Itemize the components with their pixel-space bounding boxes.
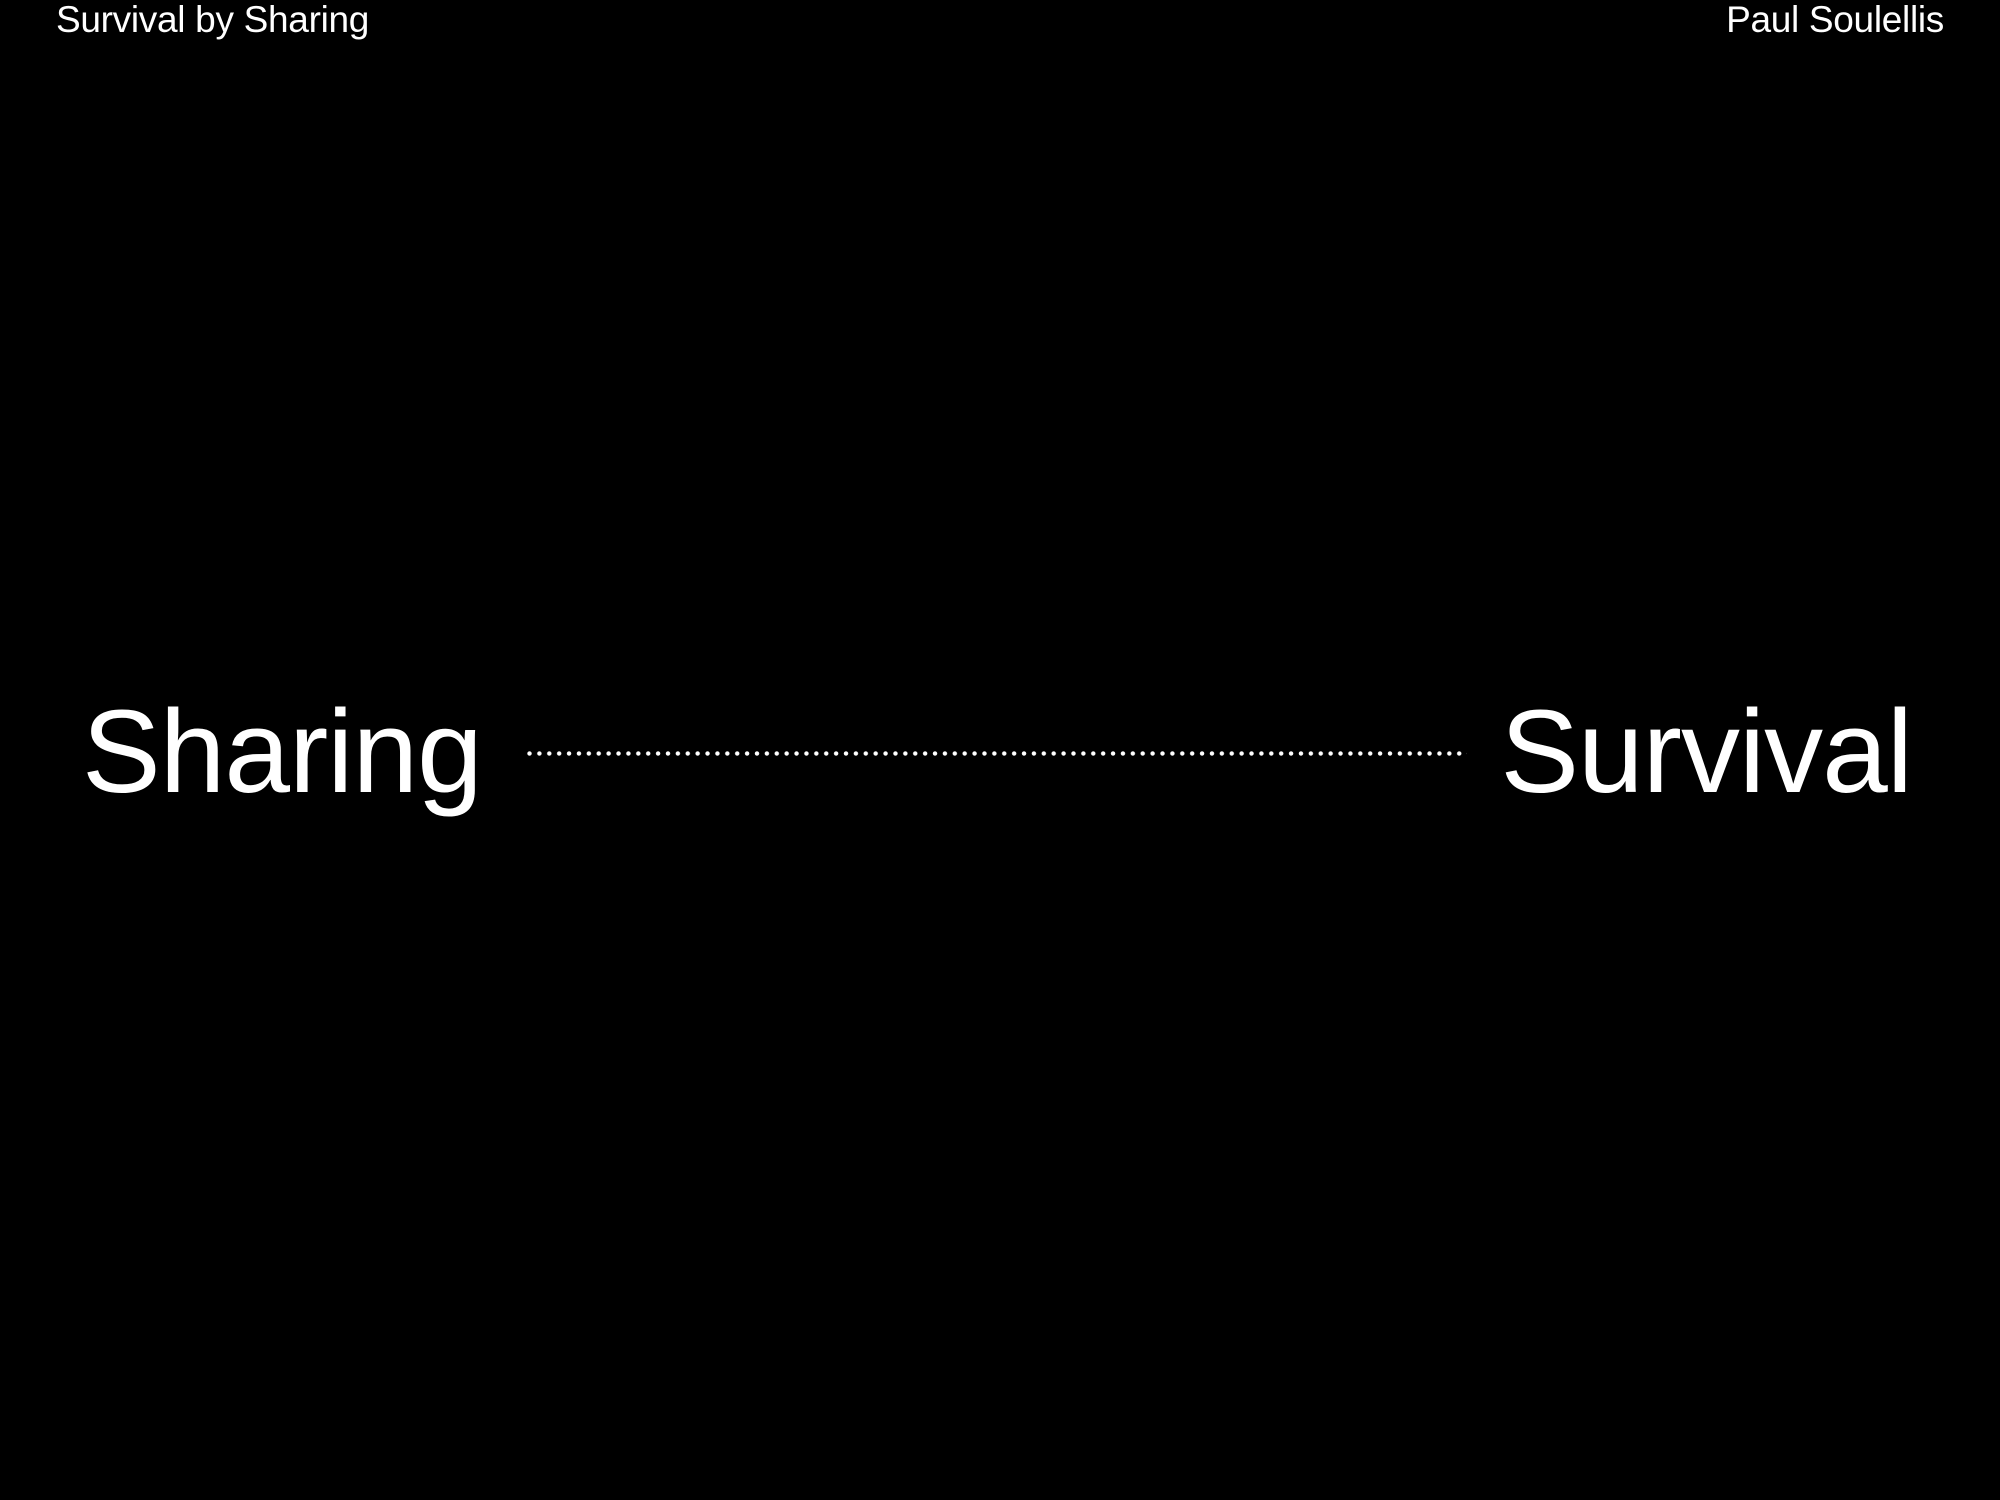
- presentation-title: Survival by Sharing: [56, 0, 370, 40]
- dotted-connector-line: [527, 751, 1467, 756]
- right-term: Survival: [1500, 686, 1913, 818]
- author-name: Paul Soulellis: [1726, 0, 1944, 40]
- left-term: Sharing: [82, 686, 483, 818]
